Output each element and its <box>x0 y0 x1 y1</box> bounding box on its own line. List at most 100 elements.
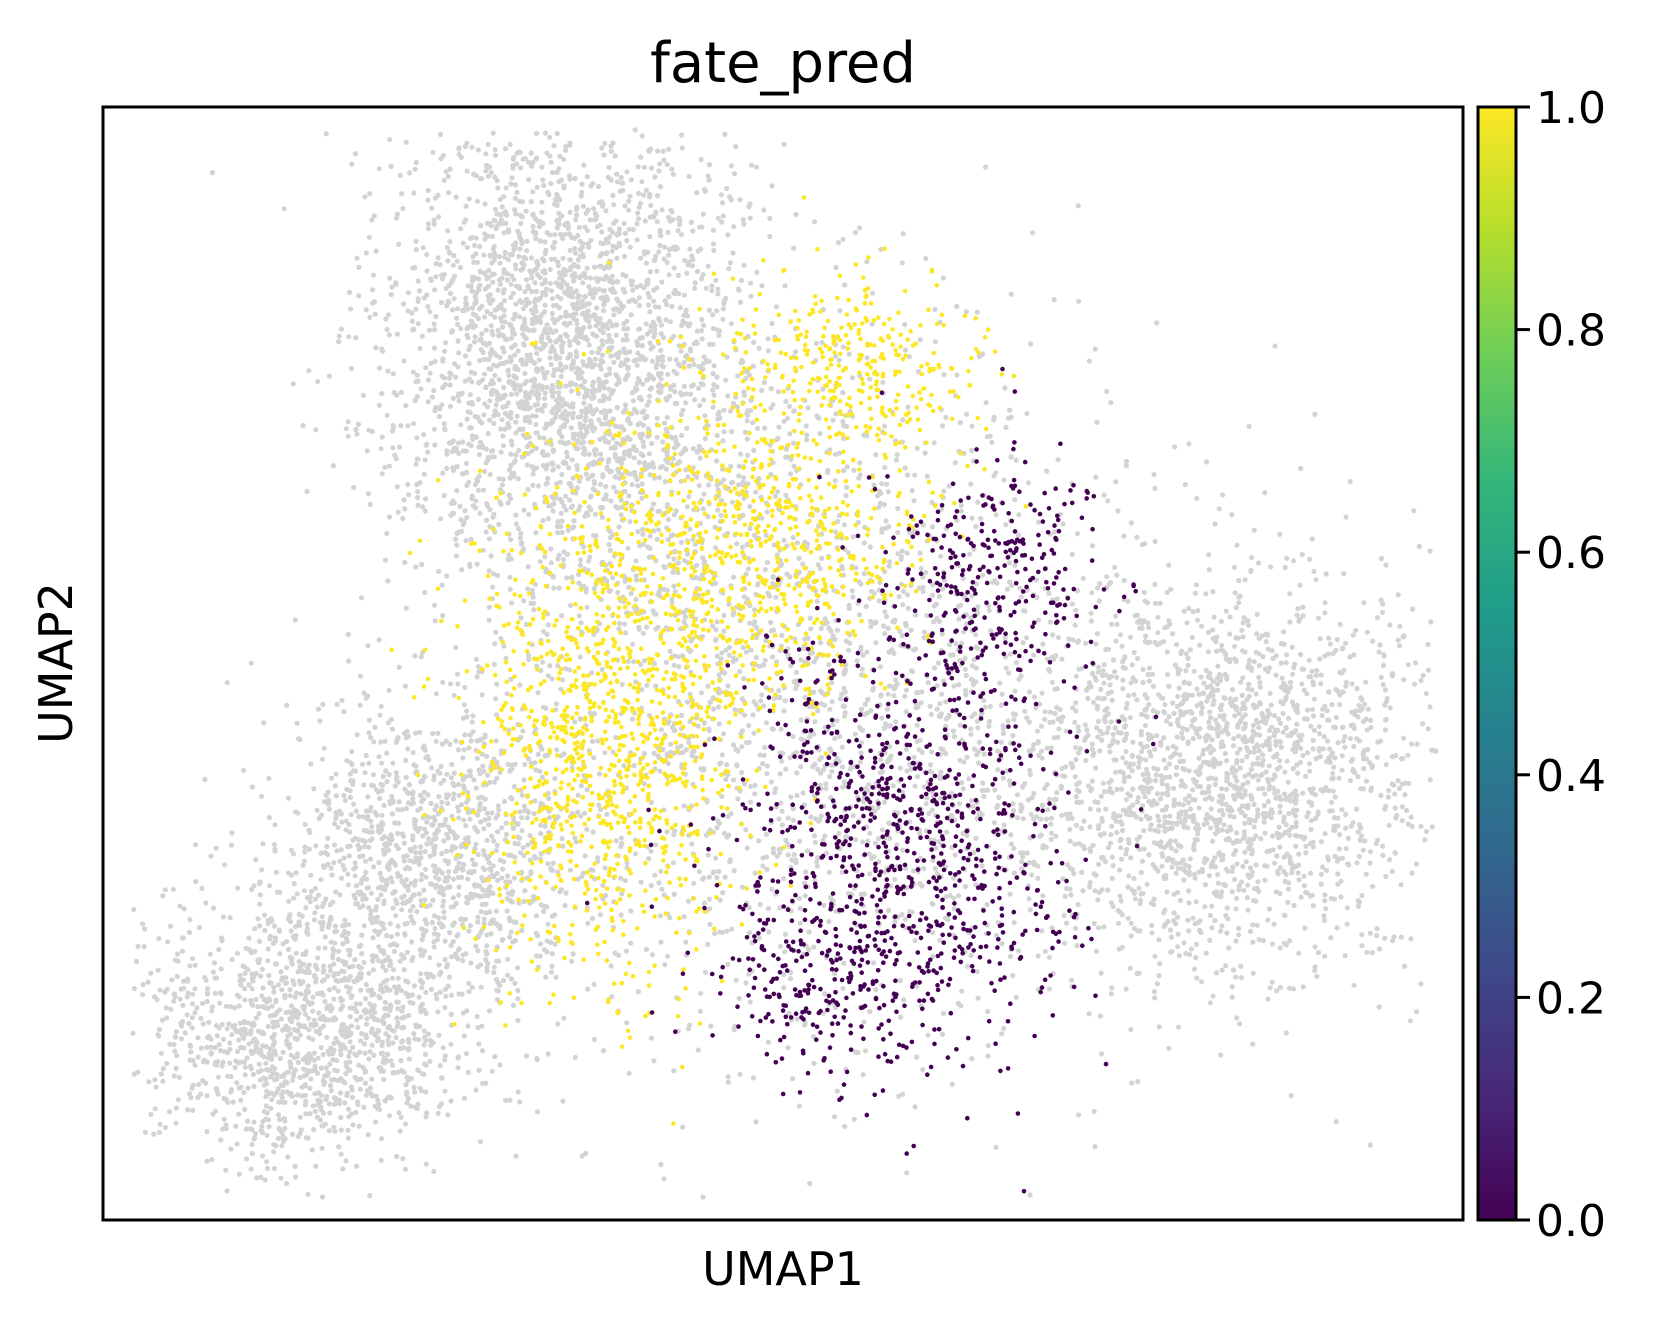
scatter-point <box>517 149 523 156</box>
scatter-point <box>363 896 369 902</box>
scatter-point <box>538 800 544 806</box>
scatter-point <box>270 1019 276 1025</box>
scatter-point <box>433 261 439 267</box>
scatter-point <box>656 168 662 174</box>
scatter-point <box>393 770 399 776</box>
scatter-point <box>550 466 556 473</box>
scatter-point <box>719 219 725 225</box>
scatter-point <box>514 413 520 419</box>
scatter-point <box>507 574 513 580</box>
scatter-point <box>257 892 263 898</box>
scatter-point <box>164 1060 170 1066</box>
scatter-point <box>376 637 382 643</box>
scatter-point <box>273 869 280 875</box>
scatter-point <box>468 960 474 966</box>
scatter-point <box>335 824 341 830</box>
scatter-point <box>588 314 594 320</box>
scatter-point <box>190 1057 196 1064</box>
scatter-point <box>591 479 597 485</box>
scatter-point <box>495 287 501 293</box>
scatter-point <box>460 867 466 873</box>
scatter-point <box>550 508 556 514</box>
scatter-point <box>413 247 419 253</box>
scatter-point <box>383 967 389 973</box>
scatter-point <box>570 358 577 364</box>
scatter-point <box>527 268 533 274</box>
scatter-point <box>288 1064 294 1070</box>
scatter-point <box>204 999 210 1005</box>
scatter-point <box>453 738 459 744</box>
scatter-point <box>519 454 525 460</box>
scatter-point <box>459 471 465 477</box>
scatter-point <box>497 354 503 360</box>
scatter-point <box>566 465 572 471</box>
scatter-point <box>436 568 442 575</box>
scatter-point <box>499 937 505 943</box>
scatter-point <box>389 726 395 732</box>
scatter-point <box>347 843 353 849</box>
scatter-point <box>303 949 309 955</box>
scatter-point <box>512 937 518 944</box>
scatter-point <box>281 1073 287 1079</box>
scatter-point <box>256 1061 262 1067</box>
scatter-point <box>436 962 442 968</box>
scatter-point <box>363 808 369 814</box>
scatter-point <box>409 318 415 324</box>
scatter-point <box>686 173 692 180</box>
scatter-point <box>627 420 633 427</box>
scatter-point <box>543 481 549 487</box>
scatter-point <box>1268 564 1274 570</box>
scatter-point <box>387 921 393 927</box>
scatter-point <box>350 781 356 788</box>
scatter-point <box>385 1038 391 1044</box>
scatter-point <box>544 150 550 156</box>
scatter-point <box>324 1034 330 1040</box>
scatter-point <box>661 256 667 262</box>
scatter-point <box>563 313 569 319</box>
scatter-point <box>328 939 334 945</box>
scatter-point <box>484 943 490 949</box>
scatter-point <box>701 322 707 328</box>
scatter-point <box>544 369 550 376</box>
scatter-point <box>585 476 591 482</box>
scatter-point <box>401 858 407 864</box>
scatter-point <box>313 979 319 985</box>
scatter-point <box>160 1065 166 1072</box>
scatter-point <box>479 420 485 426</box>
scatter-point <box>611 359 617 365</box>
scatter-point <box>558 510 564 516</box>
scatter-point <box>530 482 536 488</box>
scatter-point <box>540 269 546 275</box>
scatter-point <box>515 996 521 1002</box>
scatter-point <box>344 938 350 944</box>
scatter-point <box>421 471 427 477</box>
scatter-point <box>497 260 503 266</box>
scatter-point <box>1082 722 1088 728</box>
scatter-point <box>554 191 560 197</box>
scatter-point <box>400 515 406 522</box>
scatter-point <box>402 900 408 906</box>
scatter-point <box>379 434 385 440</box>
scatter-point <box>355 1099 361 1105</box>
scatter-point <box>431 388 437 394</box>
scatter-point <box>417 850 423 856</box>
scatter-point <box>470 713 476 719</box>
scatter-point <box>436 413 442 420</box>
scatter-point <box>500 977 507 984</box>
scatter-point <box>467 816 473 822</box>
scatter-point <box>547 134 553 140</box>
scatter-point <box>236 1111 242 1117</box>
scatter-point <box>287 1045 293 1051</box>
scatter-point <box>588 419 594 425</box>
scatter-point <box>259 867 265 873</box>
scatter-point <box>335 948 342 954</box>
scatter-point <box>570 435 577 441</box>
scatter-point <box>258 973 264 979</box>
scatter-point <box>422 948 428 954</box>
scatter-point <box>200 1078 206 1084</box>
scatter-point <box>353 808 359 814</box>
scatter-point <box>554 130 560 137</box>
scatter-point <box>458 325 464 332</box>
scatter-point <box>361 959 367 966</box>
scatter-point <box>512 195 518 201</box>
